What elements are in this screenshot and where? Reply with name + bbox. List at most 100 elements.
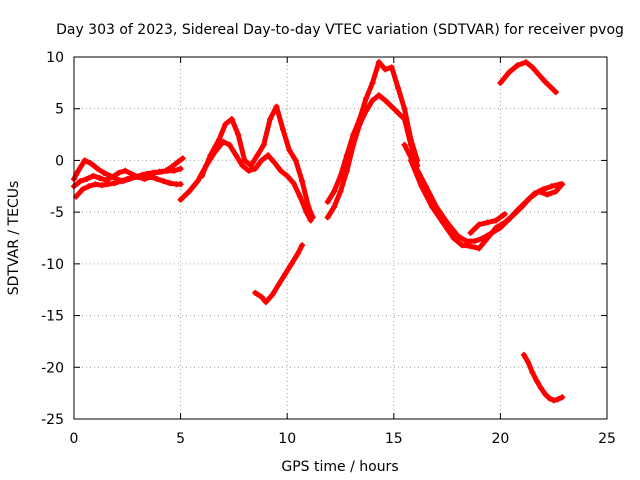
- data-point: [544, 191, 551, 198]
- data-point: [450, 235, 457, 241]
- data-point: [286, 147, 293, 154]
- data-point: [294, 250, 301, 257]
- y-tick-label: -25: [41, 412, 64, 428]
- data-point: [241, 157, 248, 164]
- data-point: [418, 183, 425, 190]
- data-point: [275, 281, 282, 288]
- data-point: [162, 167, 169, 174]
- data-point: [548, 183, 555, 190]
- data-point: [260, 141, 267, 148]
- y-tick-label: -20: [41, 360, 64, 376]
- data-point: [290, 180, 297, 187]
- data-point: [476, 245, 483, 252]
- data-point: [550, 397, 557, 404]
- series-line-track-12: [497, 59, 559, 95]
- x-axis-label: GPS time / hours: [281, 459, 398, 475]
- data-point: [501, 211, 508, 218]
- data-point: [177, 196, 184, 203]
- data-point: [128, 170, 135, 177]
- data-point: [233, 152, 240, 159]
- data-point: [559, 181, 566, 188]
- data-point: [215, 136, 222, 143]
- data-point: [109, 173, 116, 180]
- data-point: [501, 219, 508, 226]
- data-point: [299, 242, 306, 249]
- data-point: [388, 64, 395, 71]
- data-point: [252, 289, 259, 296]
- data-point: [156, 168, 163, 175]
- data-point: [395, 85, 402, 92]
- data-point: [279, 126, 286, 133]
- data-point: [324, 198, 331, 205]
- data-point: [476, 221, 483, 228]
- y-tick-label: -5: [50, 205, 64, 221]
- data-point: [497, 79, 504, 86]
- y-tick-label: 10: [46, 50, 64, 66]
- data-point: [514, 62, 521, 69]
- data-point: [350, 131, 357, 138]
- y-tick-label: -15: [41, 309, 64, 325]
- data-point: [343, 152, 350, 159]
- data-point: [207, 152, 214, 159]
- data-point: [299, 178, 306, 185]
- data-point: [529, 369, 536, 376]
- data-point: [343, 167, 350, 174]
- data-point: [141, 176, 148, 183]
- data-point: [288, 260, 295, 267]
- data-point: [277, 167, 284, 174]
- data-point: [525, 359, 532, 366]
- data-point: [382, 66, 389, 73]
- data-point: [493, 217, 500, 224]
- x-tick-label: 25: [598, 431, 616, 447]
- data-point: [198, 172, 205, 179]
- data-point: [395, 109, 402, 116]
- data-point: [79, 186, 86, 193]
- data-point: [284, 172, 291, 179]
- data-point: [147, 173, 154, 180]
- data-point: [463, 238, 470, 245]
- data-point: [467, 243, 474, 250]
- data-point: [537, 384, 544, 391]
- data-point: [75, 167, 82, 174]
- data-point: [363, 95, 370, 102]
- data-point: [117, 178, 124, 185]
- x-tick-label: 5: [176, 431, 185, 447]
- data-point: [171, 167, 178, 174]
- data-point: [369, 79, 376, 86]
- data-point: [401, 105, 408, 112]
- y-tick-label: 5: [55, 102, 64, 118]
- data-point: [262, 299, 269, 306]
- data-point: [309, 214, 316, 221]
- data-point: [375, 59, 382, 66]
- data-point: [81, 157, 88, 164]
- data-point: [520, 351, 527, 358]
- data-point: [269, 291, 276, 298]
- data-point: [505, 69, 512, 76]
- data-point: [471, 238, 478, 245]
- data-point: [554, 396, 561, 403]
- data-point: [548, 85, 555, 92]
- data-point: [258, 157, 265, 164]
- data-point: [552, 188, 559, 195]
- data-point: [529, 64, 536, 71]
- data-point: [542, 391, 549, 398]
- data-point: [149, 169, 156, 176]
- data-point: [296, 193, 303, 200]
- data-point: [271, 159, 278, 166]
- data-point: [94, 165, 101, 172]
- data-point: [247, 162, 254, 169]
- data-point: [160, 178, 167, 185]
- data-point: [222, 121, 229, 128]
- data-point: [96, 175, 103, 182]
- data-point: [535, 71, 542, 78]
- chart-title: Day 303 of 2023, Sidereal Day-to-day VTE…: [56, 22, 624, 38]
- data-point: [258, 293, 265, 300]
- data-point: [510, 212, 517, 219]
- data-point: [527, 194, 534, 201]
- data-point: [484, 235, 491, 241]
- data-point: [85, 183, 92, 190]
- y-axis-label: SDTVAR / TECUs: [6, 181, 22, 296]
- data-point: [467, 229, 474, 236]
- data-point: [88, 160, 95, 167]
- x-tick-label: 10: [278, 431, 296, 447]
